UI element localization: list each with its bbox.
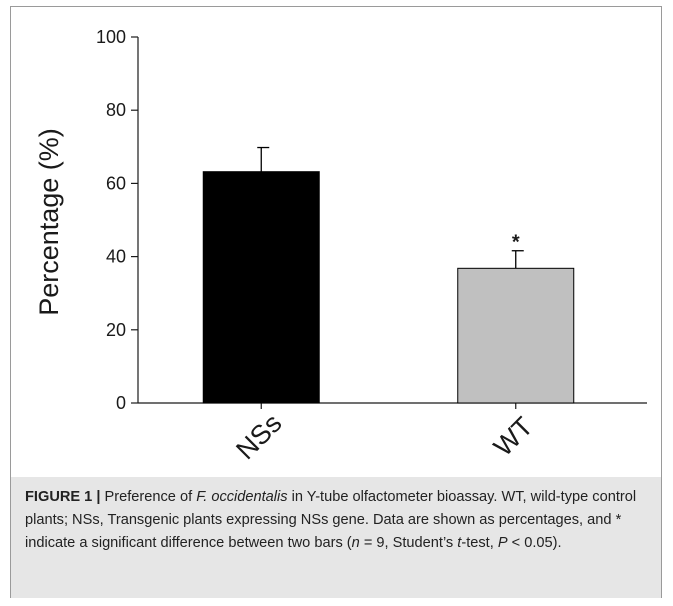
y-tick-label: 100: [96, 27, 126, 47]
x-tick-label-wt: WT: [488, 411, 539, 462]
caption-text: FIGURE 1 | Preference of F. occidentalis…: [25, 486, 647, 555]
bar-nss: [202, 171, 320, 404]
bar-chart: 0 20 40 60 80 100 NSs WT * Percentage (%): [11, 7, 663, 477]
caption-segment: in Y-tube olfactometer bioassay. WT, wil…: [25, 489, 637, 551]
caption-segment: = 9, Student’s: [359, 535, 458, 551]
y-axis-label: Percentage (%): [34, 128, 64, 316]
caption-p-symbol: P: [497, 535, 508, 551]
caption-n-symbol: n: [351, 535, 360, 551]
y-tick-label: 0: [116, 393, 126, 413]
y-tick-label: 40: [106, 247, 126, 267]
caption-species: F. occidentalis: [196, 489, 288, 505]
bars: *: [202, 146, 575, 404]
bar-wt: [457, 267, 575, 404]
significance-annotation: *: [512, 232, 520, 254]
y-tick-label: 20: [106, 320, 126, 340]
caption-segment: Preference of: [100, 489, 197, 505]
y-tick-label: 60: [106, 173, 126, 193]
figure-frame: 0 20 40 60 80 100 NSs WT * Percentage (%) FIGU…: [10, 6, 662, 598]
caption-segment: < 0.05).: [507, 535, 562, 551]
figure-caption: FIGURE 1 | Preference of F. occidentalis…: [11, 477, 661, 598]
x-tick-label-nss: NSs: [230, 408, 287, 465]
caption-segment: -test,: [461, 535, 498, 551]
caption-t-symbol: t: [457, 535, 462, 551]
x-axis: NSs WT: [138, 402, 647, 465]
y-tick-label: 80: [106, 100, 126, 120]
y-axis: 0 20 40 60 80 100: [96, 27, 139, 413]
chart-svg: 0 20 40 60 80 100 NSs WT * Percentage (%): [34, 27, 647, 465]
caption-figure-label: FIGURE 1 |: [25, 489, 101, 505]
